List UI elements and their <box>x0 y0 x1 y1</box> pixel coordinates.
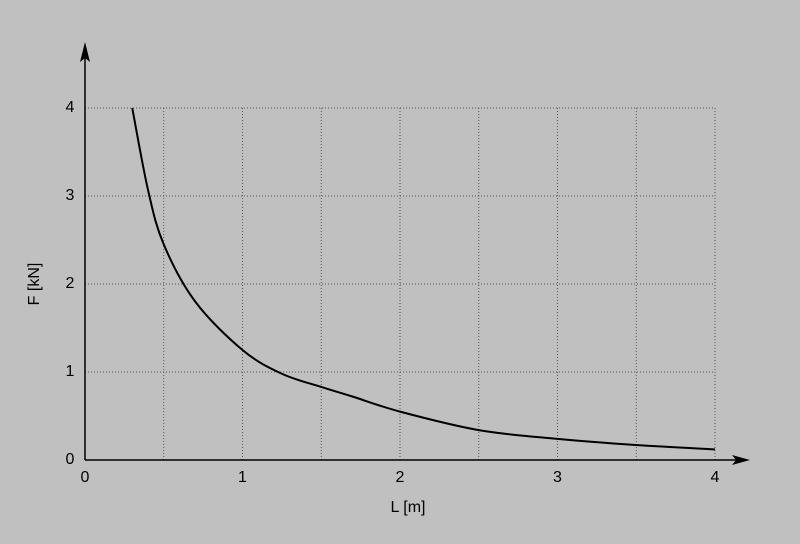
x-tick-label: 1 <box>238 469 247 486</box>
y-tick-label: 4 <box>66 99 75 116</box>
curve <box>131 107 716 451</box>
x-tick-label: 0 <box>81 469 90 486</box>
y-axis-label: F [kN] <box>26 263 43 306</box>
y-axis-arrow <box>80 42 90 62</box>
y-tick-label: 0 <box>66 451 75 468</box>
y-tick-label: 3 <box>66 187 75 204</box>
y-tick-label: 1 <box>66 363 75 380</box>
x-axis-arrow <box>732 455 750 465</box>
x-tick-label: 2 <box>396 469 405 486</box>
x-tick-label: 3 <box>553 469 562 486</box>
x-tick-label: 4 <box>711 469 720 486</box>
x-axis-label: L [m] <box>391 499 426 516</box>
y-tick-label: 2 <box>66 275 75 292</box>
